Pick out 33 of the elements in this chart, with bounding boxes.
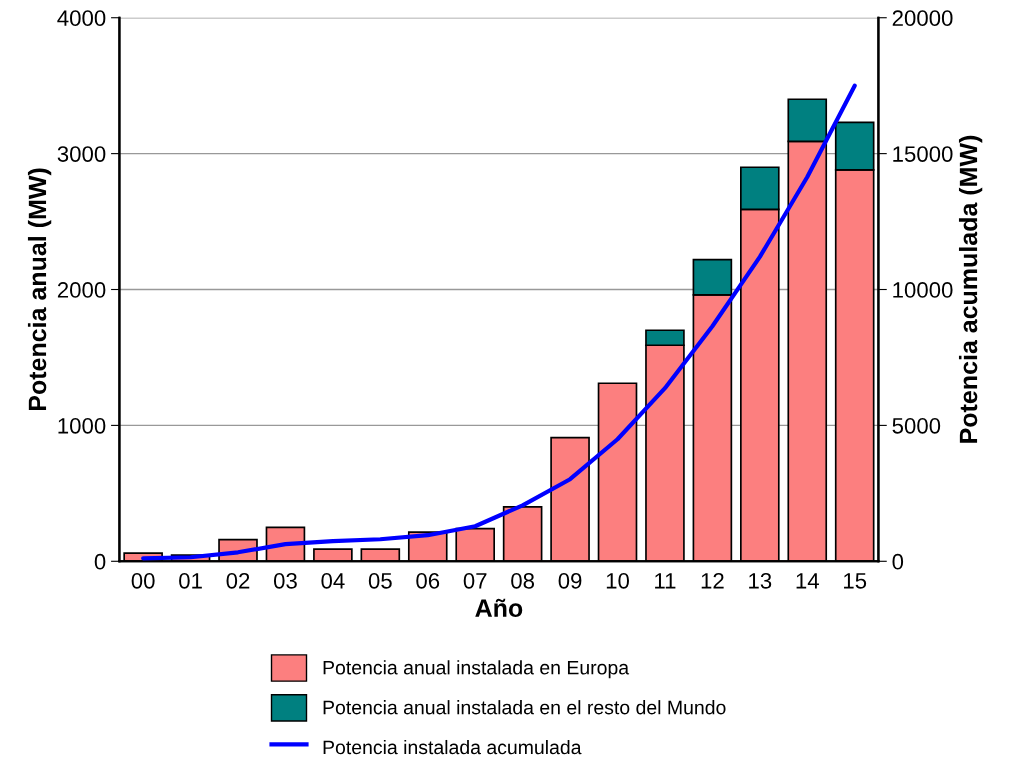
x-tick-label: 07 [463, 572, 487, 589]
x-tick-label: 12 [701, 572, 724, 589]
y2-tick-label: 10000 [893, 282, 953, 298]
x-tick-label: 05 [368, 572, 392, 589]
y-tick-label: 3000 [57, 146, 106, 162]
y2-axis-title: Potencia acumulada (MW) [958, 135, 983, 443]
x-tick-label: 10 [606, 572, 629, 589]
x-tick-label: 08 [511, 572, 535, 589]
x-tick-label: 15 [844, 573, 867, 589]
y2-tick-label: 0 [892, 553, 904, 570]
x-tick-label: 09 [558, 572, 582, 589]
x-tick-label: 03 [273, 572, 297, 589]
legend-label: Potencia instalada acumulada [323, 739, 582, 755]
x-axis-title: Año [475, 598, 523, 618]
x-tick-label: 06 [416, 572, 440, 589]
y-tick-label: 4000 [57, 10, 106, 26]
x-tick-label: 00 [131, 572, 155, 589]
x-tick-label: 01 [179, 572, 202, 589]
y2-tick-label: 20000 [892, 10, 953, 26]
y2-tick-label: 5000 [892, 417, 941, 434]
x-tick-label: 02 [226, 572, 250, 589]
x-tick-label: 04 [321, 572, 345, 589]
y2-tick-label: 15000 [893, 146, 953, 162]
y-tick-label: 1000 [58, 417, 106, 434]
x-tick-label: 13 [749, 572, 772, 589]
legend-label: Potencia anual instalada en Europa [323, 660, 630, 679]
y-axis-title: Potencia anual (MW) [27, 168, 52, 411]
x-tick-label: 14 [796, 573, 819, 589]
y-tick-label: 2000 [57, 282, 106, 298]
x-tick-label: 11 [655, 573, 676, 589]
legend-label: Potencia anual instalada en el resto del Mundo [323, 700, 726, 715]
y-tick-label: 0 [94, 553, 106, 570]
line-series [141, 83, 857, 561]
